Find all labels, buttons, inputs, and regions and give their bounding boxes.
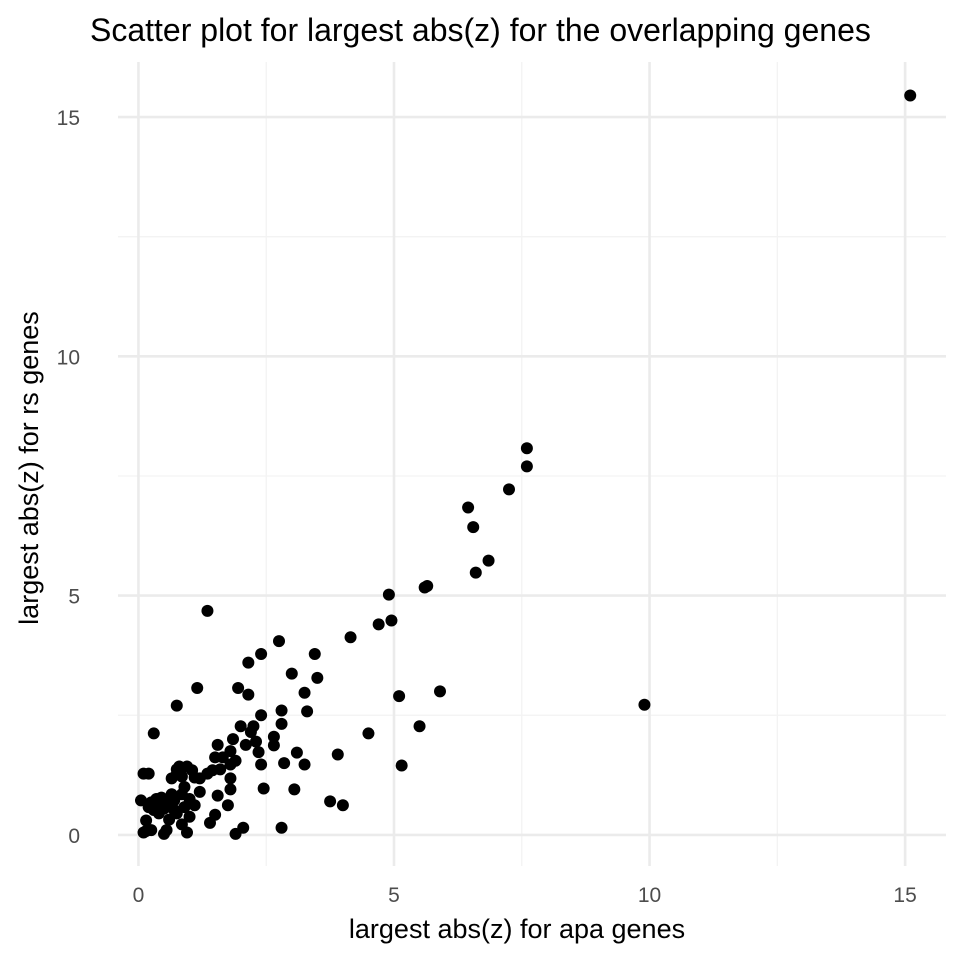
data-point <box>275 704 288 717</box>
x-tick-label: 0 <box>133 884 145 907</box>
data-point <box>221 799 234 812</box>
data-point <box>285 667 298 680</box>
data-point <box>469 566 482 579</box>
data-point <box>239 738 252 751</box>
data-point <box>252 746 265 759</box>
data-point <box>298 758 311 771</box>
data-point <box>137 826 150 839</box>
data-point <box>520 460 533 473</box>
data-point <box>191 681 204 694</box>
data-point <box>229 827 242 840</box>
data-point <box>344 631 357 644</box>
data-point <box>193 785 206 798</box>
data-point <box>372 618 385 631</box>
data-point <box>224 783 237 796</box>
data-point <box>147 727 160 740</box>
data-point <box>393 690 406 703</box>
data-point <box>224 758 237 771</box>
data-point <box>413 720 426 733</box>
data-point <box>209 751 222 764</box>
data-point <box>250 735 262 748</box>
data-point <box>242 688 255 701</box>
data-point <box>482 554 495 567</box>
data-point <box>140 814 153 827</box>
data-point <box>170 699 183 712</box>
data-point <box>201 604 214 617</box>
data-point <box>175 818 188 831</box>
data-point <box>308 647 321 660</box>
data-point <box>242 656 255 669</box>
data-point <box>382 588 395 601</box>
data-point <box>227 733 239 746</box>
data-point <box>232 681 245 694</box>
data-point <box>362 727 375 740</box>
x-tick-label: 5 <box>388 884 400 907</box>
data-point <box>301 705 314 718</box>
data-point <box>135 794 147 807</box>
x-tick-label: 15 <box>893 884 916 907</box>
data-point <box>255 758 268 771</box>
data-points <box>135 89 917 840</box>
data-point <box>503 483 515 496</box>
data-point <box>395 759 408 772</box>
data-point <box>255 709 268 722</box>
data-point <box>638 698 651 711</box>
data-point <box>165 772 178 785</box>
data-point <box>224 772 237 785</box>
y-axis-label: largest abs(z) for rs genes <box>14 311 44 625</box>
data-point <box>904 89 917 102</box>
x-axis-label: largest abs(z) for apa genes <box>349 914 685 944</box>
data-point <box>183 810 196 823</box>
data-point <box>278 757 291 770</box>
data-point <box>288 783 301 796</box>
data-point <box>520 442 533 455</box>
data-point <box>290 746 303 759</box>
data-point <box>462 501 475 514</box>
data-point <box>434 685 446 698</box>
data-point <box>163 813 176 826</box>
data-point <box>267 739 280 752</box>
data-point <box>158 827 170 840</box>
data-point <box>211 738 224 751</box>
y-tick-label: 0 <box>68 825 80 848</box>
data-point <box>385 614 398 627</box>
data-point <box>273 635 285 648</box>
chart-title: Scatter plot for largest abs(z) for the … <box>90 12 871 48</box>
x-tick-label: 10 <box>638 884 661 907</box>
data-point <box>324 795 337 808</box>
data-point <box>275 821 288 834</box>
data-point <box>311 671 324 684</box>
data-point <box>137 767 150 780</box>
data-point <box>336 799 349 812</box>
data-point <box>204 816 216 829</box>
y-tick-label: 5 <box>68 586 80 609</box>
data-point <box>234 720 247 733</box>
data-point <box>298 686 311 699</box>
data-point <box>418 581 431 594</box>
y-tick-label: 15 <box>57 107 80 130</box>
data-point <box>244 726 257 738</box>
y-tick-label: 10 <box>57 346 80 369</box>
data-point <box>257 782 270 795</box>
data-point <box>211 789 224 802</box>
data-point <box>467 521 480 534</box>
grid <box>118 62 946 866</box>
data-point <box>275 717 288 730</box>
data-point <box>255 647 268 660</box>
data-point <box>267 730 280 743</box>
tick-labels: 0 5 10 15 0 5 10 15 <box>57 107 917 907</box>
data-point <box>331 748 344 761</box>
